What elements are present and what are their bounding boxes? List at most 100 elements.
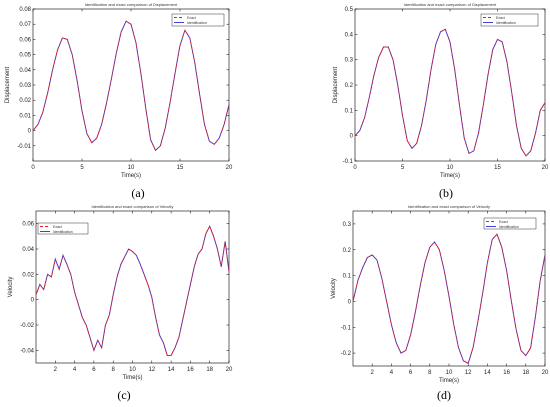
x-axis-label: Time(s)	[121, 173, 141, 179]
chart-title: Identification and exact comparison of V…	[408, 204, 490, 209]
y-tick-label: 0	[350, 134, 354, 140]
y-tick-label: 0.2	[345, 83, 354, 89]
legend-box	[37, 222, 89, 235]
y-tick-label: 0.1	[345, 108, 354, 114]
x-tick-label: 14	[168, 367, 175, 373]
legend-entry: Exact	[499, 220, 508, 224]
x-tick-label: 5	[401, 165, 405, 171]
x-tick-label: 8	[428, 370, 432, 376]
x-tick-label: 16	[187, 367, 194, 373]
legend-entry: Identification	[496, 21, 516, 25]
x-tick-label: 12	[465, 370, 472, 376]
legend-entry: Exact	[496, 16, 505, 20]
legend-box	[483, 217, 537, 230]
legend-entry: Identification	[53, 230, 73, 234]
chart-b: Identification and exact comparison of D…	[333, 2, 549, 179]
chart-title: Identification and exact comparison of D…	[85, 2, 178, 7]
legend-box	[171, 13, 225, 27]
y-tick-label: 0.02	[22, 272, 34, 278]
panel-label: (c)	[117, 388, 130, 402]
y-axis-label: Displacement	[333, 66, 339, 103]
series-line-identification	[355, 28, 545, 157]
y-tick-label: -0.01	[17, 144, 31, 150]
x-tick-label: 4	[390, 370, 394, 376]
y-tick-label: 0.02	[19, 98, 31, 104]
y-tick-label: 0.03	[19, 83, 31, 89]
chart-a: Identification and exact comparison of D…	[5, 2, 233, 179]
y-tick-label: -0.1	[343, 159, 354, 165]
y-tick-label: 0.2	[343, 248, 352, 254]
legend-entry: Exact	[53, 225, 62, 229]
x-tick-label: 10	[447, 165, 454, 171]
y-tick-label: 0.04	[19, 68, 31, 74]
y-tick-label: 0.3	[345, 58, 354, 64]
x-axis-label: Time(s)	[440, 173, 460, 179]
chart-title: Identification and exact comparison of V…	[91, 204, 173, 209]
x-tick-label: 6	[409, 370, 413, 376]
y-tick-label: 0	[348, 299, 352, 305]
y-tick-label: 0	[31, 298, 35, 304]
x-tick-label: 2	[54, 367, 58, 373]
x-axis-label: Time(s)	[439, 378, 459, 384]
x-tick-label: 5	[80, 165, 84, 171]
chart-title: Identification and exact comparison of D…	[404, 2, 497, 7]
x-tick-label: 0	[353, 165, 357, 171]
x-tick-label: 2	[371, 370, 375, 376]
legend-entry: Identification	[499, 225, 519, 229]
x-tick-label: 6	[92, 367, 96, 373]
chart-c: Identification and exact comparison of V…	[8, 204, 233, 381]
x-tick-label: 10	[446, 370, 453, 376]
y-tick-label: 0.01	[19, 113, 31, 119]
y-tick-label: -0.02	[20, 323, 34, 329]
y-tick-label: -0.1	[341, 325, 352, 331]
panel-label: (d)	[437, 388, 451, 402]
x-tick-label: 20	[542, 370, 549, 376]
x-tick-label: 20	[226, 367, 233, 373]
y-tick-label: 0.06	[19, 37, 31, 43]
series-line-exact	[355, 28, 545, 157]
panel-label: (a)	[131, 186, 144, 200]
y-tick-label: -0.2	[341, 351, 352, 357]
y-tick-label: 0	[28, 129, 32, 135]
x-tick-label: 15	[494, 165, 501, 171]
y-axis-label: Velocity	[331, 278, 337, 299]
x-tick-label: 15	[177, 165, 184, 171]
y-tick-label: 0.08	[19, 7, 31, 13]
x-tick-label: 0	[31, 165, 35, 171]
plot-frame	[32, 8, 230, 162]
legend-entry: Exact	[187, 16, 196, 20]
x-tick-label: 20	[226, 165, 233, 171]
x-tick-label: 4	[73, 367, 77, 373]
x-tick-label: 18	[522, 370, 529, 376]
y-tick-label: 0.05	[19, 53, 31, 59]
chart-d: Identification and exact comparison of V…	[331, 204, 549, 384]
x-tick-label: 10	[128, 165, 135, 171]
series-line-identification	[36, 225, 229, 356]
y-tick-label: 0.07	[19, 22, 31, 28]
x-tick-label: 14	[484, 370, 491, 376]
series-line-exact	[353, 233, 545, 365]
y-tick-label: 0.04	[22, 247, 34, 253]
y-axis-label: Displacement	[5, 66, 11, 103]
y-tick-label: 0.3	[343, 222, 352, 228]
x-tick-label: 12	[148, 367, 155, 373]
legend-box	[480, 13, 539, 27]
y-tick-label: 0.1	[343, 274, 352, 280]
legend-entry: Identification	[187, 21, 207, 25]
series-line-exact	[33, 20, 229, 152]
x-tick-label: 20	[542, 165, 549, 171]
plot-frame	[354, 8, 546, 162]
series-line-exact	[36, 225, 229, 356]
x-tick-label: 16	[503, 370, 510, 376]
x-tick-label: 8	[112, 367, 116, 373]
y-tick-label: 0.4	[345, 32, 354, 38]
x-tick-label: 10	[129, 367, 136, 373]
plot-frame	[352, 210, 546, 367]
x-tick-label: 18	[206, 367, 213, 373]
y-tick-label: 0.06	[22, 222, 34, 228]
